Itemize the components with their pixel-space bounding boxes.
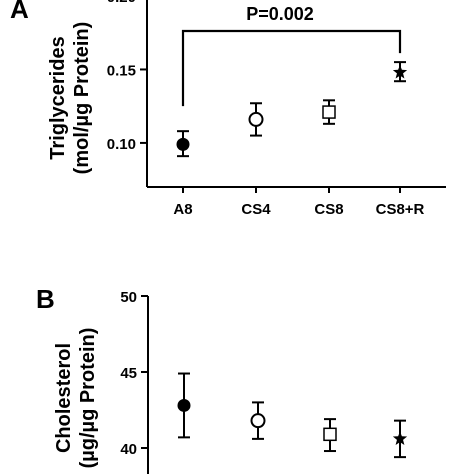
y-tick-label: 0.15 <box>107 62 136 79</box>
x-tick-label: CS4 <box>241 201 271 218</box>
y-tick-label: 0.20 <box>107 0 136 6</box>
y-tick-label: 0.10 <box>107 136 136 153</box>
y-tick-label: 45 <box>120 365 137 382</box>
data-point-CS4 <box>250 413 266 429</box>
data-point-CS8+R <box>392 64 408 79</box>
data-point-CS8 <box>323 427 337 442</box>
data-point-CS8+R <box>392 431 408 445</box>
panel-a-ylabel-line2: (mol/µg Protein) <box>71 22 93 175</box>
data-point-CS4 <box>248 111 264 127</box>
panel-b-plot: 40 45 50 <box>120 289 408 474</box>
y-tick-label: 50 <box>120 289 137 306</box>
significance-bracket <box>181 29 402 107</box>
panel-b: B Cholesterol (µg/µg Protein) 40 45 50 <box>36 284 408 474</box>
panel-a-letter: A <box>10 0 29 24</box>
y-tick-label: 40 <box>120 441 137 458</box>
data-point-A8 <box>176 137 190 151</box>
panel-a: A Triglycerides (mol/µg Protein) P=0.002… <box>10 0 446 218</box>
panel-a-ylabel-line1: Triglycerides <box>47 36 69 159</box>
x-tick-label: CS8 <box>314 201 343 218</box>
panel-a-plot: 0.10 0.15 0.20 A8 CS4 CS8 CS8+R <box>107 0 446 218</box>
panel-b-letter: B <box>36 284 55 314</box>
x-tick-label: CS8+R <box>376 201 425 218</box>
panel-a-pvalue: P=0.002 <box>246 4 314 24</box>
x-tick-label: A8 <box>173 201 192 218</box>
panel-b-ylabel-line1: Cholesterol <box>53 343 75 453</box>
data-point-CS8 <box>322 105 336 119</box>
data-point-A8 <box>177 398 191 412</box>
panel-b-ylabel-line2: (µg/µg Protein) <box>77 328 99 469</box>
